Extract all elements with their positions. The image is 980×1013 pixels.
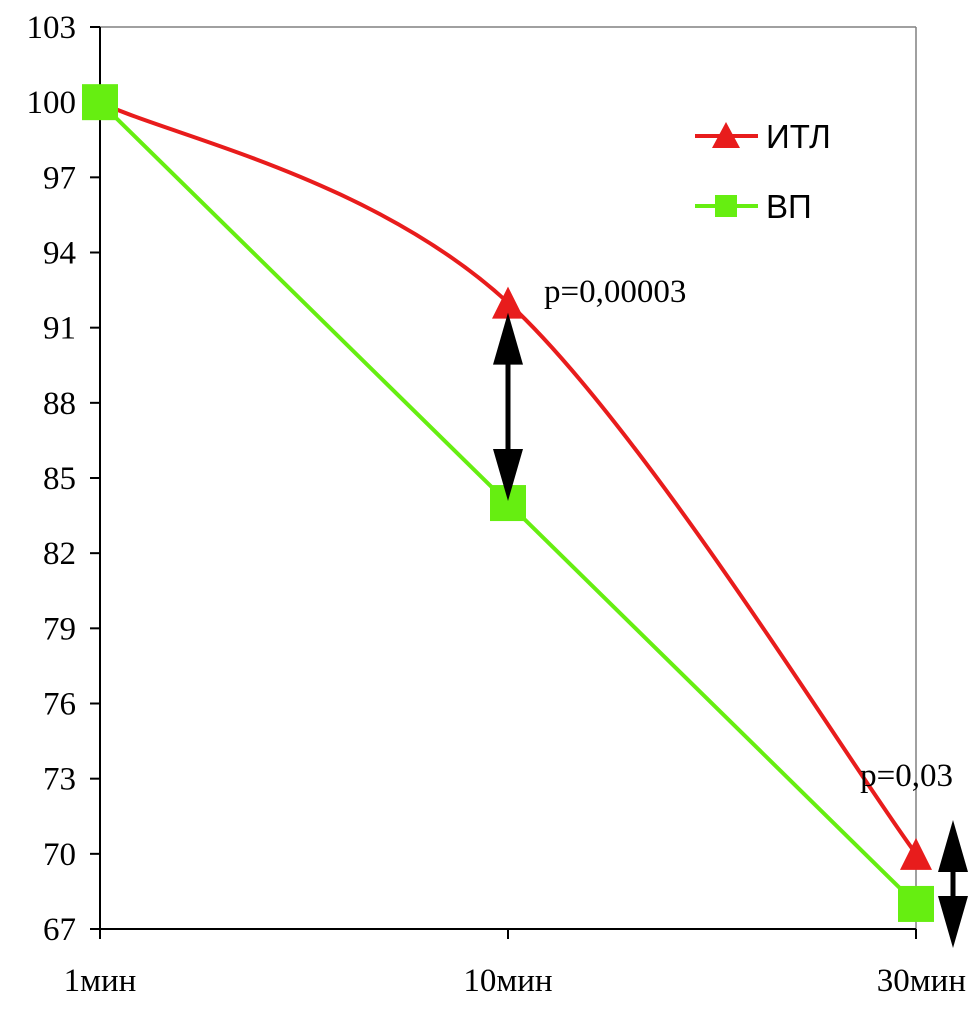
- legend-item: ИТЛ: [695, 118, 831, 155]
- legend-item: ВП: [695, 188, 812, 225]
- significance-arrow: [493, 312, 523, 502]
- y-tick-label: 97: [43, 160, 76, 196]
- y-tick-label: 76: [43, 687, 76, 723]
- x-tick-label: 30мин: [877, 963, 966, 999]
- y-tick-label: 103: [27, 10, 77, 46]
- arrow-head-up: [493, 312, 523, 365]
- legend: ИТЛ ВП: [695, 118, 831, 225]
- y-tick-label: 85: [43, 461, 76, 497]
- y-tick-label: 88: [43, 386, 76, 422]
- data-point-triangle: [900, 837, 932, 870]
- p-value-label: p=0,03: [860, 758, 953, 794]
- legend-marker-square: [715, 195, 737, 217]
- series-line: [99, 100, 918, 856]
- p-value-label: p=0,00003: [544, 274, 686, 310]
- arrow-head-down: [493, 449, 523, 502]
- y-tick-label: 70: [43, 837, 76, 873]
- significance-arrow: [938, 820, 968, 948]
- y-tick-label: 67: [43, 912, 76, 948]
- data-point-square: [82, 84, 118, 121]
- annotation-layer: p=0,00003 p=0,03: [493, 274, 968, 948]
- y-tick-label: 94: [43, 236, 76, 272]
- x-tick-label: 10мин: [463, 963, 552, 999]
- x-tick-label: 1мин: [64, 963, 137, 999]
- y-tick-label: 73: [43, 762, 76, 798]
- data-point-triangle: [492, 286, 524, 319]
- axes: 67 70 73 76 79 82 85 88 91 94 97 100 103 1мин 10мин 30м…: [27, 10, 967, 999]
- y-tick-label: 100: [27, 85, 77, 121]
- arrow-head-down: [938, 896, 968, 948]
- legend-label: ВП: [766, 188, 812, 225]
- y-tick-label: 82: [43, 536, 76, 572]
- y-tick-label: 91: [43, 311, 76, 347]
- legend-label: ИТЛ: [766, 118, 831, 155]
- y-tick-label: 79: [43, 611, 76, 647]
- arrow-head-up: [938, 820, 968, 872]
- data-point-square: [898, 885, 934, 922]
- legend-marker-triangle: [712, 122, 740, 148]
